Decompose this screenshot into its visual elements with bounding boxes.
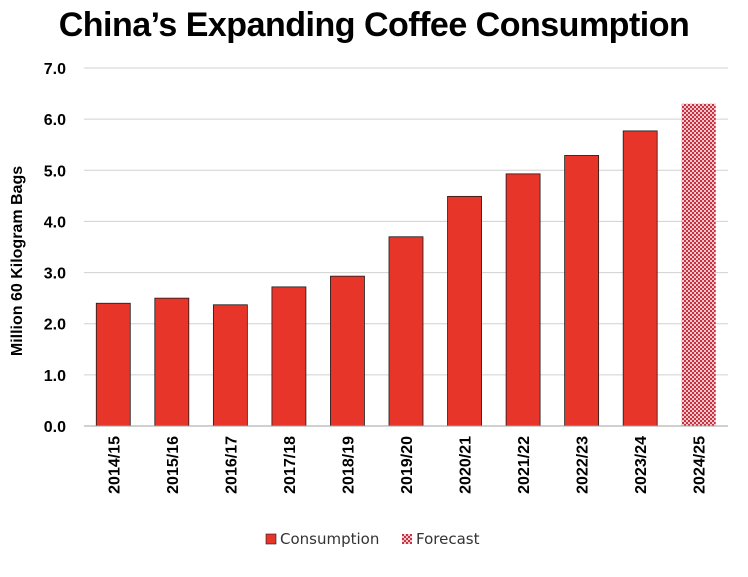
x-tick-label: 2017/18 [282,436,299,494]
y-tick-label: 5.0 [44,163,66,180]
chart-title: China’s Expanding Coffee Consumption [58,6,690,44]
x-tick-label: 2024/25 [692,436,709,494]
x-tick-label: 2014/15 [106,436,123,494]
x-tick-label: 2023/24 [633,436,650,494]
legend: Consumption Forecast [265,530,480,548]
bar-consumption-2020-21 [447,195,482,427]
x-tick-label: 2018/19 [340,436,357,494]
bar-consumption-2015-16 [154,297,190,427]
y-axis-label: Million 60 Kilogram Bags [9,166,26,356]
bar-consumption-2018-19 [330,275,365,427]
bar-consumption-2014-15 [95,302,131,427]
bar-consumption-2023-24 [622,130,658,427]
bar-consumption-2022-23 [564,155,600,427]
axes: 0.0 1.0 2.0 3.0 4.0 5.0 6.0 7.0 2014/15 2015/16 20… [9,61,728,494]
bar-forecast-2024-25 [681,103,716,427]
y-tick-label: 2.0 [44,317,66,334]
bar-consumption-2017-18 [271,286,307,427]
x-tick-label: 2019/20 [399,436,416,494]
y-tick-label: 7.0 [44,61,66,78]
x-tick-label: 2022/23 [575,436,592,494]
bar-consumption-2016-17 [212,304,248,427]
x-tick-label: 2016/17 [223,436,240,494]
y-tick-label: 3.0 [44,266,66,283]
legend-label-forecast: Forecast [416,530,480,548]
x-tick-label: 2020/21 [458,436,475,494]
x-tick-label: 2015/16 [165,436,182,494]
x-tick-label: 2021/22 [516,436,533,494]
legend-swatch-consumption [265,533,277,545]
y-tick-label: 1.0 [44,368,66,385]
y-tick-label: 4.0 [44,214,66,231]
y-tick-label: 6.0 [44,112,66,129]
bar-consumption-2019-20 [388,236,424,427]
legend-swatch-forecast [402,534,412,544]
legend-label-consumption: Consumption [280,530,379,548]
bar-consumption-2021-22 [505,173,541,427]
y-tick-label: 0.0 [44,419,66,436]
bars [95,103,716,427]
